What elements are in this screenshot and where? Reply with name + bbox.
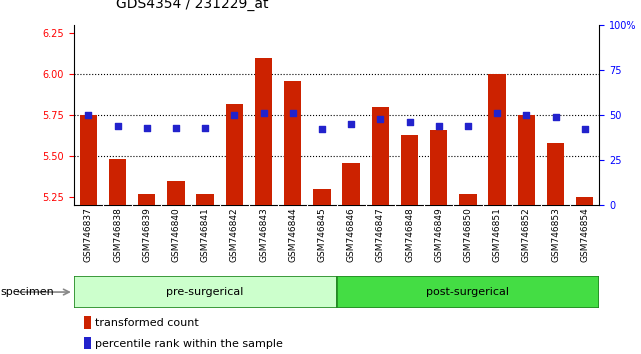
Point [317,127,327,132]
Bar [167,181,185,205]
Point [200,125,210,131]
Text: GSM746849: GSM746849 [434,207,443,262]
Point [579,127,590,132]
Text: percentile rank within the sample: percentile rank within the sample [95,339,283,349]
Point [83,112,94,118]
Bar [488,74,506,205]
Text: specimen: specimen [0,287,54,297]
Bar [401,135,419,205]
Text: pre-surgerical: pre-surgerical [167,287,244,297]
Bar [372,107,389,205]
Point [463,123,473,129]
Bar [284,81,301,205]
Bar [342,162,360,205]
Text: GSM746851: GSM746851 [493,207,502,262]
Bar [576,197,594,205]
Text: GSM746842: GSM746842 [230,207,239,262]
Text: GSM746839: GSM746839 [142,207,151,262]
Bar [74,276,337,308]
Bar [84,337,91,349]
Bar [430,130,447,205]
Text: post-surgerical: post-surgerical [426,287,510,297]
Point [229,112,240,118]
Point [375,116,385,121]
Text: GSM746846: GSM746846 [347,207,356,262]
Text: GSM746843: GSM746843 [259,207,268,262]
Point [258,110,269,116]
Point [492,110,503,116]
Point [142,125,152,131]
Point [433,123,444,129]
Bar [547,143,564,205]
Bar [79,115,97,205]
Bar [138,194,156,205]
Text: GSM746838: GSM746838 [113,207,122,262]
Point [171,125,181,131]
Text: GDS4354 / 231229_at: GDS4354 / 231229_at [116,0,269,11]
Text: GSM746840: GSM746840 [171,207,180,262]
Text: GSM746853: GSM746853 [551,207,560,262]
Bar [313,189,331,205]
Bar [196,194,214,205]
Point [112,123,122,129]
Text: GSM746852: GSM746852 [522,207,531,262]
Text: GSM746848: GSM746848 [405,207,414,262]
Bar [337,276,599,308]
Bar [459,194,477,205]
Bar [84,316,91,329]
Bar [226,104,243,205]
Point [288,110,298,116]
Bar [109,159,126,205]
Text: GSM746847: GSM746847 [376,207,385,262]
Point [346,121,356,127]
Bar [517,115,535,205]
Point [404,119,415,125]
Text: GSM746841: GSM746841 [201,207,210,262]
Bar [254,58,272,205]
Text: GSM746854: GSM746854 [580,207,589,262]
Text: transformed count: transformed count [95,318,199,328]
Text: GSM746845: GSM746845 [317,207,326,262]
Text: GSM746844: GSM746844 [288,207,297,262]
Text: GSM746850: GSM746850 [463,207,472,262]
Point [521,112,531,118]
Text: GSM746837: GSM746837 [84,207,93,262]
Point [551,114,561,120]
